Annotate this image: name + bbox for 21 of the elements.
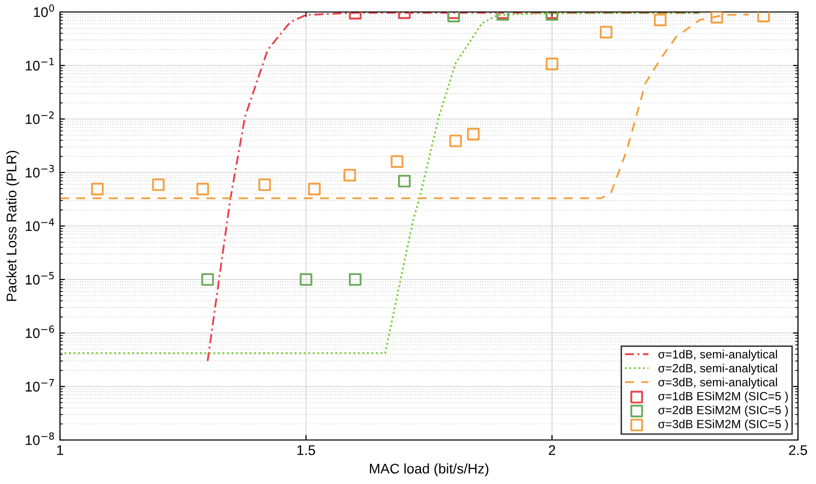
- legend-label: σ=1dB ESiM2M (SIC=5 ): [658, 392, 788, 403]
- y-tick-label: 10$^{−5}$: [26, 272, 54, 285]
- x-tick-label: 1: [57, 445, 64, 455]
- y-tick-label: 10$^{−8}$: [26, 432, 54, 446]
- y-tick-label: 10$^{−6}$: [26, 325, 54, 338]
- y-tick-label: 10$^{−7}$: [26, 379, 54, 392]
- legend-label: σ=2dB, semi-analytical: [658, 364, 777, 375]
- x-tick-label: 2.5: [789, 445, 808, 456]
- y-tick-label: 10$^{0}$: [34, 4, 54, 18]
- y-axis-title: Packet Loss Ratio (PLR): [6, 150, 20, 301]
- y-tick-label: 10$^{−3}$: [26, 164, 54, 178]
- y-tick-label: 10$^{−2}$: [26, 111, 54, 124]
- y-tick-label: 10$^{−1}$: [26, 58, 54, 71]
- y-tick-label: 10$^{−4}$: [26, 218, 54, 232]
- legend-label: σ=3dB, semi-analytical: [658, 378, 777, 389]
- legend-label: σ=1dB, semi-analytical: [658, 350, 777, 361]
- legend-label: σ=3dB ESiM2M (SIC=5 ): [658, 420, 788, 431]
- x-tick-label: 1.5: [297, 445, 316, 456]
- x-tick-label: 2: [548, 445, 556, 455]
- legend-label: σ=2dB ESiM2M (SIC=5 ): [658, 406, 788, 417]
- x-axis-title: MAC load (bit/s/Hz): [370, 463, 488, 476]
